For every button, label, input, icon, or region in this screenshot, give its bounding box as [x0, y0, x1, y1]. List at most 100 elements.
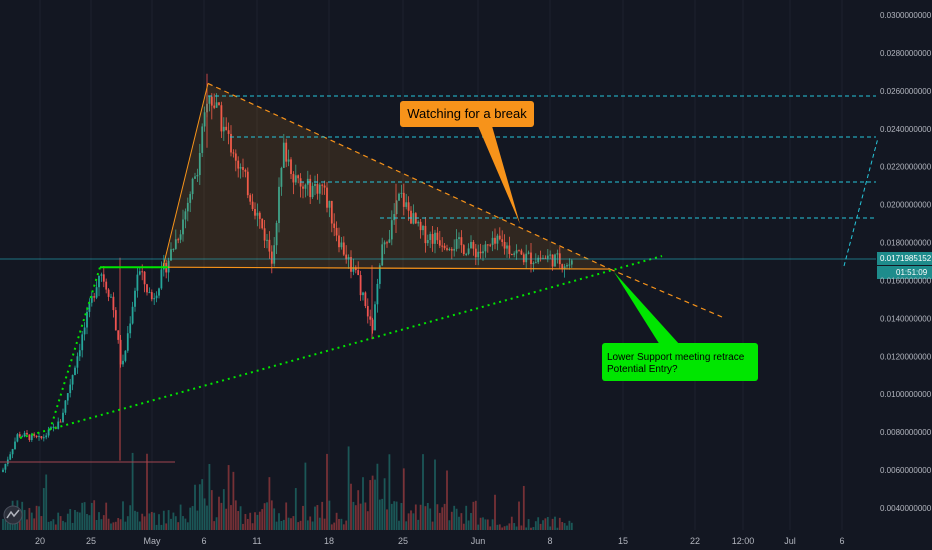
drawings: Watching for a break Lower Support meetin…: [0, 82, 932, 463]
candle-body: [489, 244, 492, 246]
candle-body: [393, 214, 396, 221]
volume-bar: [38, 506, 40, 530]
volume-bar: [465, 505, 468, 530]
candle-body: [138, 271, 141, 275]
candle-body: [388, 239, 391, 243]
volume-bar: [191, 506, 194, 530]
volume-bar: [422, 454, 424, 530]
candle-body: [374, 304, 376, 331]
support-callout: [602, 343, 758, 381]
candle-body: [52, 426, 55, 428]
candle-body: [347, 257, 350, 260]
candle-body: [467, 248, 470, 254]
candle-body: [28, 434, 31, 441]
volume-bar: [434, 459, 436, 530]
candle-body: [30, 434, 33, 441]
volume-bar: [237, 511, 240, 530]
volume-bar: [59, 516, 62, 530]
volume-bar: [119, 519, 122, 530]
volume-bar: [556, 527, 559, 530]
candle-body: [362, 292, 364, 296]
candle-body: [386, 242, 388, 244]
candle-body: [105, 281, 108, 290]
candle-body: [177, 239, 180, 241]
x-tick-label: 12:00: [732, 536, 755, 546]
candle-body: [222, 126, 225, 132]
candle-body: [398, 193, 400, 201]
volume-bar: [374, 479, 376, 530]
volume-bar: [83, 502, 86, 530]
volume-bar: [222, 489, 225, 530]
volume-bar: [47, 521, 50, 530]
candle-body: [258, 212, 261, 219]
candle-body: [86, 311, 88, 328]
volume-bar: [450, 511, 453, 530]
candle-body: [114, 310, 117, 331]
volume-bar: [57, 512, 60, 530]
candle-body: [239, 167, 242, 169]
candle-body: [40, 436, 43, 439]
volume-bar: [266, 502, 268, 530]
candle-body: [354, 267, 357, 271]
candle-body: [441, 245, 444, 247]
volume-bar: [321, 501, 324, 530]
candle-body: [287, 159, 290, 162]
candle-body: [234, 153, 237, 161]
volume-bar: [174, 516, 177, 530]
volume-bar: [532, 527, 535, 530]
candle-body: [429, 234, 432, 240]
volume-bar: [50, 521, 52, 530]
volume-bar: [261, 509, 264, 530]
candle-body: [311, 185, 314, 198]
candle-body: [486, 244, 489, 246]
volume-bar: [376, 463, 379, 530]
volume-bar: [148, 513, 151, 530]
candle-body: [246, 171, 249, 196]
volume-bar: [443, 503, 446, 530]
candle-body: [515, 250, 518, 254]
candle-body: [342, 242, 345, 255]
volume-bar: [378, 499, 381, 530]
candle-body: [35, 435, 38, 438]
candle-body: [566, 264, 568, 267]
candle-body: [266, 239, 268, 241]
volume-bar: [345, 520, 348, 530]
candle-body: [316, 184, 319, 194]
volume-bar: [98, 512, 100, 530]
volume-bar: [335, 512, 338, 530]
volume-bar: [570, 522, 573, 530]
candle-body: [160, 269, 163, 289]
candle-body: [314, 184, 316, 186]
volume-bar: [122, 501, 124, 530]
volume-bar: [311, 521, 314, 530]
volume-bar: [446, 470, 448, 530]
candle-body: [551, 254, 554, 267]
descending-resistance: [207, 82, 611, 270]
candle-body: [455, 239, 458, 249]
candle-body: [251, 201, 254, 210]
candle-body: [417, 221, 420, 224]
candle-body: [244, 169, 247, 172]
volume-bar: [494, 494, 496, 530]
volume-bar: [62, 520, 64, 530]
volume-bar: [496, 524, 499, 530]
support-callout-text: Lower Support meeting retrace: [607, 352, 745, 363]
candle-body: [273, 245, 276, 264]
volume-bar: [40, 516, 43, 530]
candle-body: [81, 334, 84, 351]
volume-bar: [244, 513, 247, 530]
candle-body: [174, 239, 177, 249]
volume-bar: [316, 505, 319, 530]
volume-bar: [350, 483, 352, 530]
y-tick-label: 0.0160000000: [880, 276, 932, 285]
candle-body: [107, 289, 110, 297]
volume-bar: [71, 522, 74, 530]
volume-bar: [150, 511, 153, 530]
volume-bar: [410, 510, 412, 530]
volume-bar: [105, 502, 108, 530]
volume-bar: [419, 504, 422, 530]
candle-body: [345, 254, 348, 260]
volume-bar: [33, 518, 36, 530]
candle-body: [112, 296, 115, 311]
